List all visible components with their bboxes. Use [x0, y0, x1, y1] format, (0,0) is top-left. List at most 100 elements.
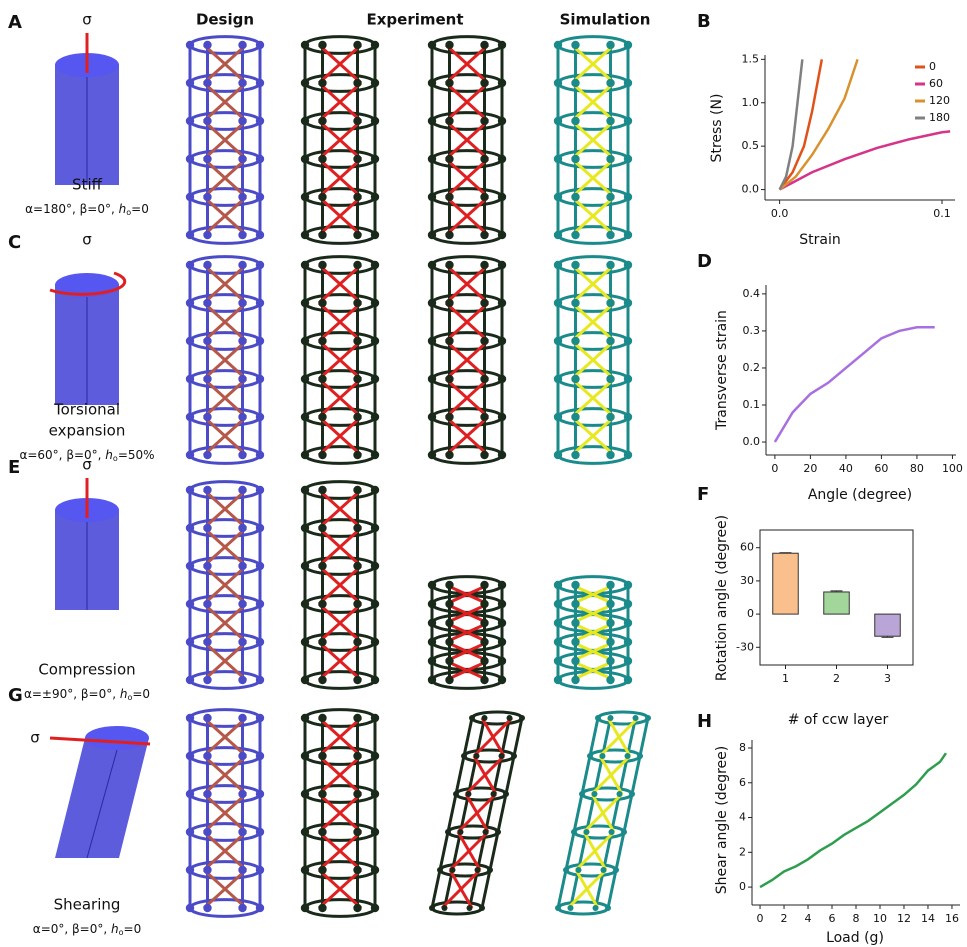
joint	[203, 638, 211, 646]
joint	[238, 375, 246, 383]
joint	[301, 600, 309, 608]
lattice	[301, 482, 379, 689]
joint	[186, 261, 194, 269]
y-tick-label: 0	[739, 880, 746, 893]
joint	[617, 791, 623, 797]
lattice	[554, 577, 632, 689]
joint	[495, 829, 501, 835]
joint	[238, 600, 246, 608]
ring	[190, 37, 260, 54]
joint	[203, 41, 211, 49]
joint	[186, 231, 194, 239]
joint	[498, 638, 506, 646]
joint	[353, 562, 361, 570]
joint	[203, 562, 211, 570]
ring	[432, 371, 502, 388]
joint	[186, 375, 194, 383]
joint	[318, 337, 326, 345]
ring	[558, 333, 628, 350]
ring	[305, 634, 375, 651]
joint	[353, 193, 361, 201]
bar	[824, 592, 850, 614]
joint	[371, 79, 379, 87]
joint	[554, 413, 562, 421]
joint	[203, 193, 211, 201]
joint	[353, 337, 361, 345]
ring	[190, 672, 260, 689]
joint	[256, 790, 264, 798]
x-tick-label: 6	[829, 912, 836, 925]
joint	[613, 867, 619, 873]
joint	[571, 581, 579, 589]
joint	[645, 715, 651, 721]
ring	[305, 37, 375, 54]
joint	[624, 657, 632, 665]
joint	[256, 676, 264, 684]
joint	[353, 524, 361, 532]
ring	[558, 227, 628, 244]
h: h	[111, 922, 119, 936]
joint	[318, 600, 326, 608]
joint	[624, 193, 632, 201]
joint	[445, 657, 453, 665]
joint	[554, 600, 562, 608]
joint	[353, 375, 361, 383]
joint	[318, 41, 326, 49]
joint	[571, 41, 579, 49]
joint	[606, 79, 614, 87]
joint	[445, 299, 453, 307]
joint	[571, 676, 579, 684]
joint	[371, 155, 379, 163]
prism-body	[55, 738, 149, 858]
beta: β=0°,	[72, 922, 111, 936]
joint	[606, 600, 614, 608]
beta: β=0°,	[80, 202, 119, 216]
ring	[305, 786, 375, 803]
joint	[445, 41, 453, 49]
y-tick-label: 2	[739, 845, 746, 858]
prism	[55, 478, 119, 610]
ring	[598, 712, 648, 724]
joint	[256, 904, 264, 912]
joint	[499, 753, 505, 759]
joint	[554, 657, 562, 665]
joint	[186, 299, 194, 307]
x-tick-label: 0.0	[771, 207, 789, 220]
joint	[498, 375, 506, 383]
joint	[301, 375, 309, 383]
row-label: Shearing	[54, 896, 121, 914]
joint	[498, 657, 506, 665]
joint	[480, 41, 488, 49]
joint	[491, 791, 497, 797]
ring	[432, 227, 502, 244]
parameter-caption: α=±90°, β=0°, ho=0	[24, 687, 150, 702]
joint	[624, 337, 632, 345]
joint	[318, 155, 326, 163]
joint	[624, 619, 632, 627]
joint	[571, 261, 579, 269]
joint	[625, 753, 631, 759]
joint	[554, 193, 562, 201]
y-tick-label: 8	[739, 741, 746, 754]
joint	[318, 299, 326, 307]
ring	[432, 672, 502, 689]
joint	[353, 117, 361, 125]
joint	[371, 486, 379, 494]
joint	[498, 413, 506, 421]
ring	[432, 37, 502, 54]
data-line	[760, 753, 946, 887]
joint	[445, 79, 453, 87]
h-val: =50%	[118, 448, 155, 462]
joint	[498, 619, 506, 627]
joint	[624, 155, 632, 163]
joint	[480, 337, 488, 345]
joint	[353, 486, 361, 494]
row-label: Compression	[38, 661, 135, 679]
joint	[256, 866, 264, 874]
joint	[624, 375, 632, 383]
prism	[50, 273, 125, 405]
x-axis-label: Angle (degree)	[808, 487, 912, 503]
joint	[498, 600, 506, 608]
joint	[186, 600, 194, 608]
lattice	[554, 37, 632, 244]
